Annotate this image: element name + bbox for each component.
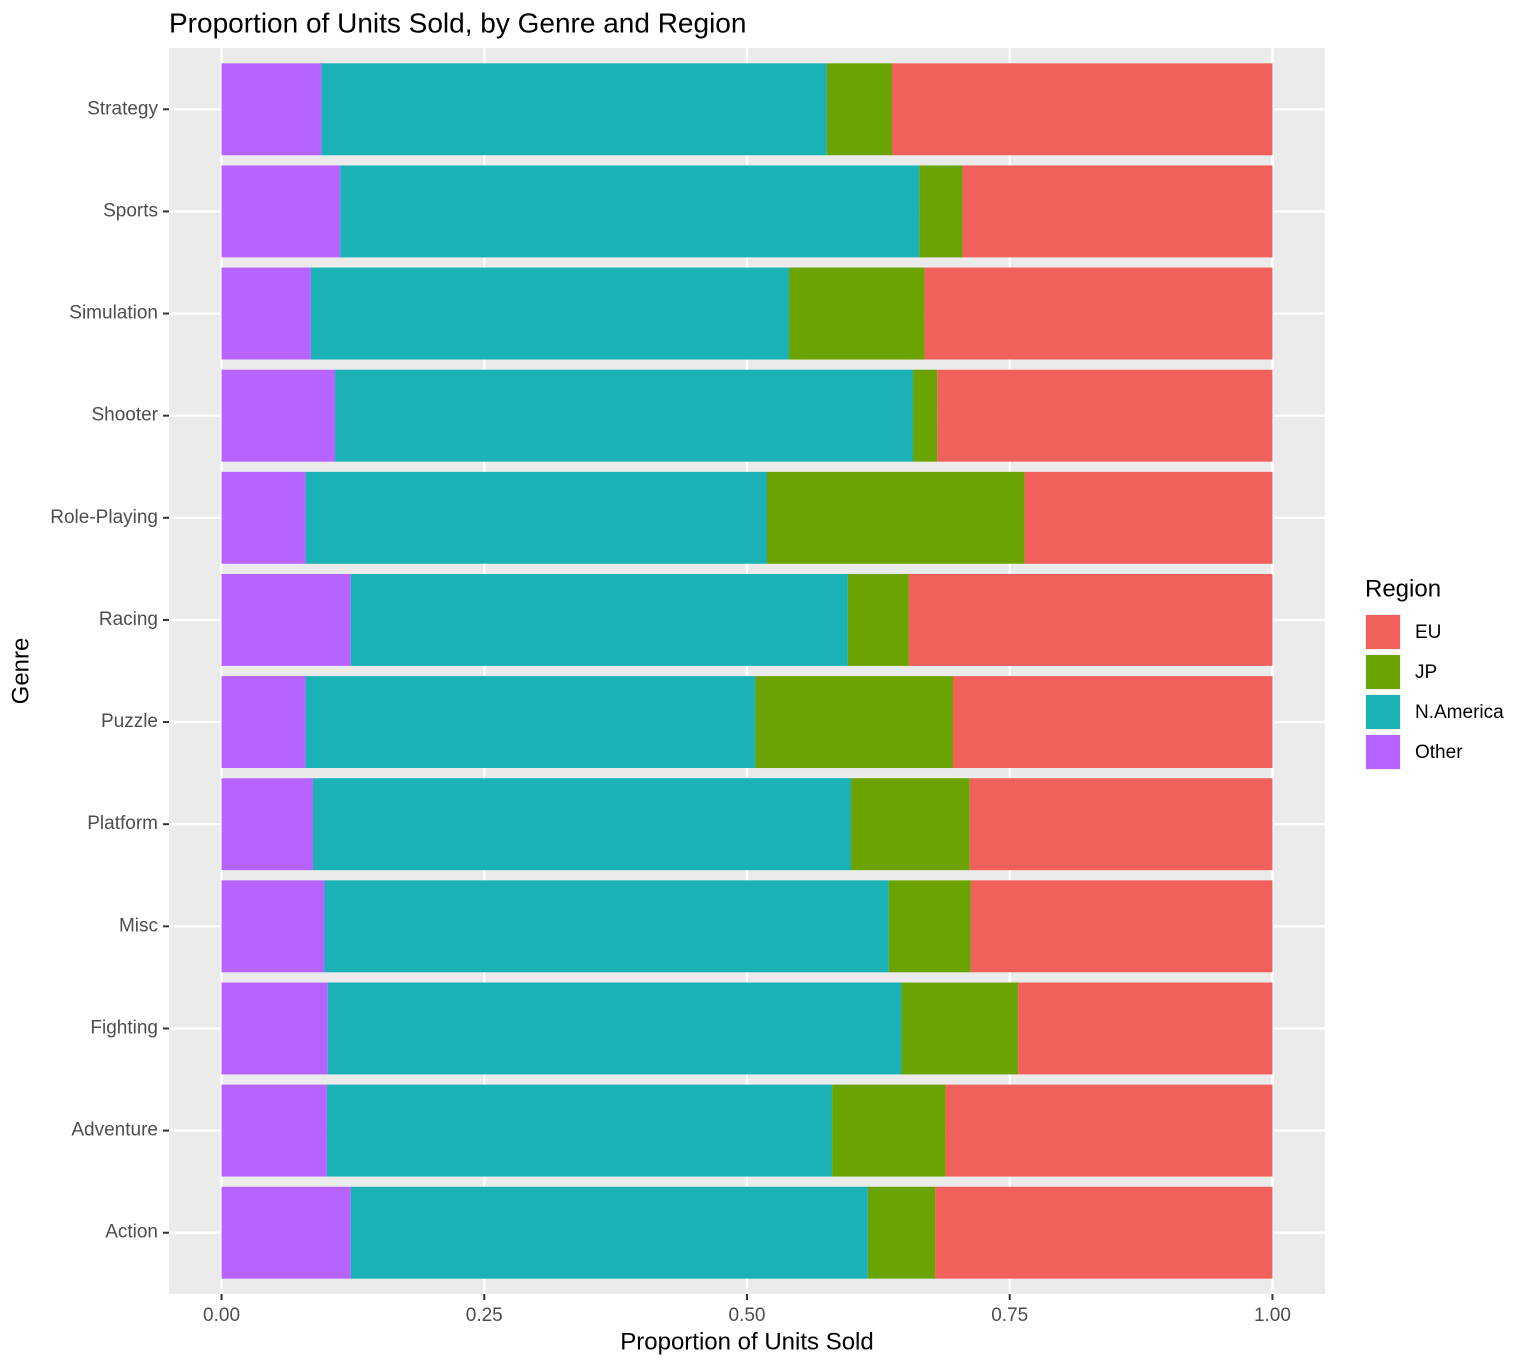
legend-swatch [1366, 695, 1400, 729]
bar-segment [324, 880, 889, 973]
y-tick-label: Racing [99, 609, 158, 630]
legend-swatch [1366, 615, 1400, 649]
y-tick-label: Puzzle [101, 711, 158, 732]
x-tick-label: 0.00 [203, 1305, 240, 1326]
bar-segment [766, 471, 1025, 564]
legend-swatch [1366, 655, 1400, 689]
y-tick-label: Adventure [71, 1120, 158, 1141]
bar-segment [350, 573, 848, 666]
bar-segment [1018, 982, 1273, 1075]
bar-segment [221, 880, 325, 973]
legend-label: Other [1415, 742, 1463, 763]
x-tick-label: 0.50 [729, 1305, 766, 1326]
bar-segment [755, 676, 953, 769]
bar-segment [901, 982, 1019, 1075]
bar-segment [826, 63, 893, 156]
chart-title: Proportion of Units Sold, by Genre and R… [169, 7, 746, 38]
bar-segment [221, 369, 336, 462]
bar-segment [221, 1084, 327, 1177]
bar-segment [327, 982, 902, 1075]
x-tick-label: 0.75 [991, 1305, 1028, 1326]
bar-segment [847, 573, 909, 666]
x-axis-title: Proportion of Units Sold [620, 1328, 873, 1355]
bar-segment [312, 778, 852, 871]
bar-segment [335, 369, 914, 462]
bar-segment [935, 1186, 1273, 1279]
bar-segment [221, 982, 328, 1075]
bar-segment [326, 1084, 833, 1177]
bar-segment [340, 165, 920, 258]
y-axis-title: Genre [7, 638, 34, 705]
bar-segment [952, 676, 1273, 769]
bar-segment [892, 63, 1273, 156]
bar-segment [919, 165, 963, 258]
y-tick-label: Sports [103, 200, 158, 221]
bar-segment [221, 573, 351, 666]
bar-segment [851, 778, 970, 871]
bar-segment [924, 267, 1273, 360]
y-tick-label: Simulation [69, 303, 158, 324]
bar-segment [867, 1186, 936, 1279]
bar-segment [945, 1084, 1273, 1177]
legend-label: EU [1415, 622, 1441, 643]
bar-segment [221, 267, 311, 360]
bar-segment [888, 880, 971, 973]
bar-segment [913, 369, 938, 462]
y-tick-label: Fighting [90, 1017, 158, 1038]
bar-segment [937, 369, 1273, 462]
bar-segment [221, 676, 306, 769]
legend-swatch [1366, 735, 1400, 769]
y-tick-label: Strategy [87, 98, 158, 119]
bar-segment [1024, 471, 1273, 564]
y-tick-label: Misc [119, 915, 158, 936]
bar-segment [789, 267, 925, 360]
y-tick-label: Shooter [91, 405, 158, 426]
bar-segment [350, 1186, 868, 1279]
bar-segment [321, 63, 827, 156]
legend-label: JP [1415, 662, 1437, 683]
y-tick-label: Platform [87, 813, 158, 834]
y-tick-label: Action [105, 1222, 158, 1243]
bar-segment [310, 267, 790, 360]
legend-title: Region [1365, 575, 1441, 602]
bar-segment [221, 778, 313, 871]
bar-segment [221, 1186, 351, 1279]
bar-segment [221, 63, 322, 156]
bar-segment [221, 471, 306, 564]
bar-segment [832, 1084, 946, 1177]
bar-segment [969, 778, 1273, 871]
x-tick-label: 1.00 [1254, 1305, 1291, 1326]
bar-segment [962, 165, 1273, 258]
bar-segment [305, 676, 756, 769]
bar-segment [305, 471, 767, 564]
bar-segment [221, 165, 341, 258]
bar-segment [970, 880, 1273, 973]
bar-segment [908, 573, 1273, 666]
legend-label: N.America [1415, 702, 1504, 723]
x-tick-label: 0.25 [466, 1305, 503, 1326]
y-tick-label: Role-Playing [50, 507, 158, 528]
